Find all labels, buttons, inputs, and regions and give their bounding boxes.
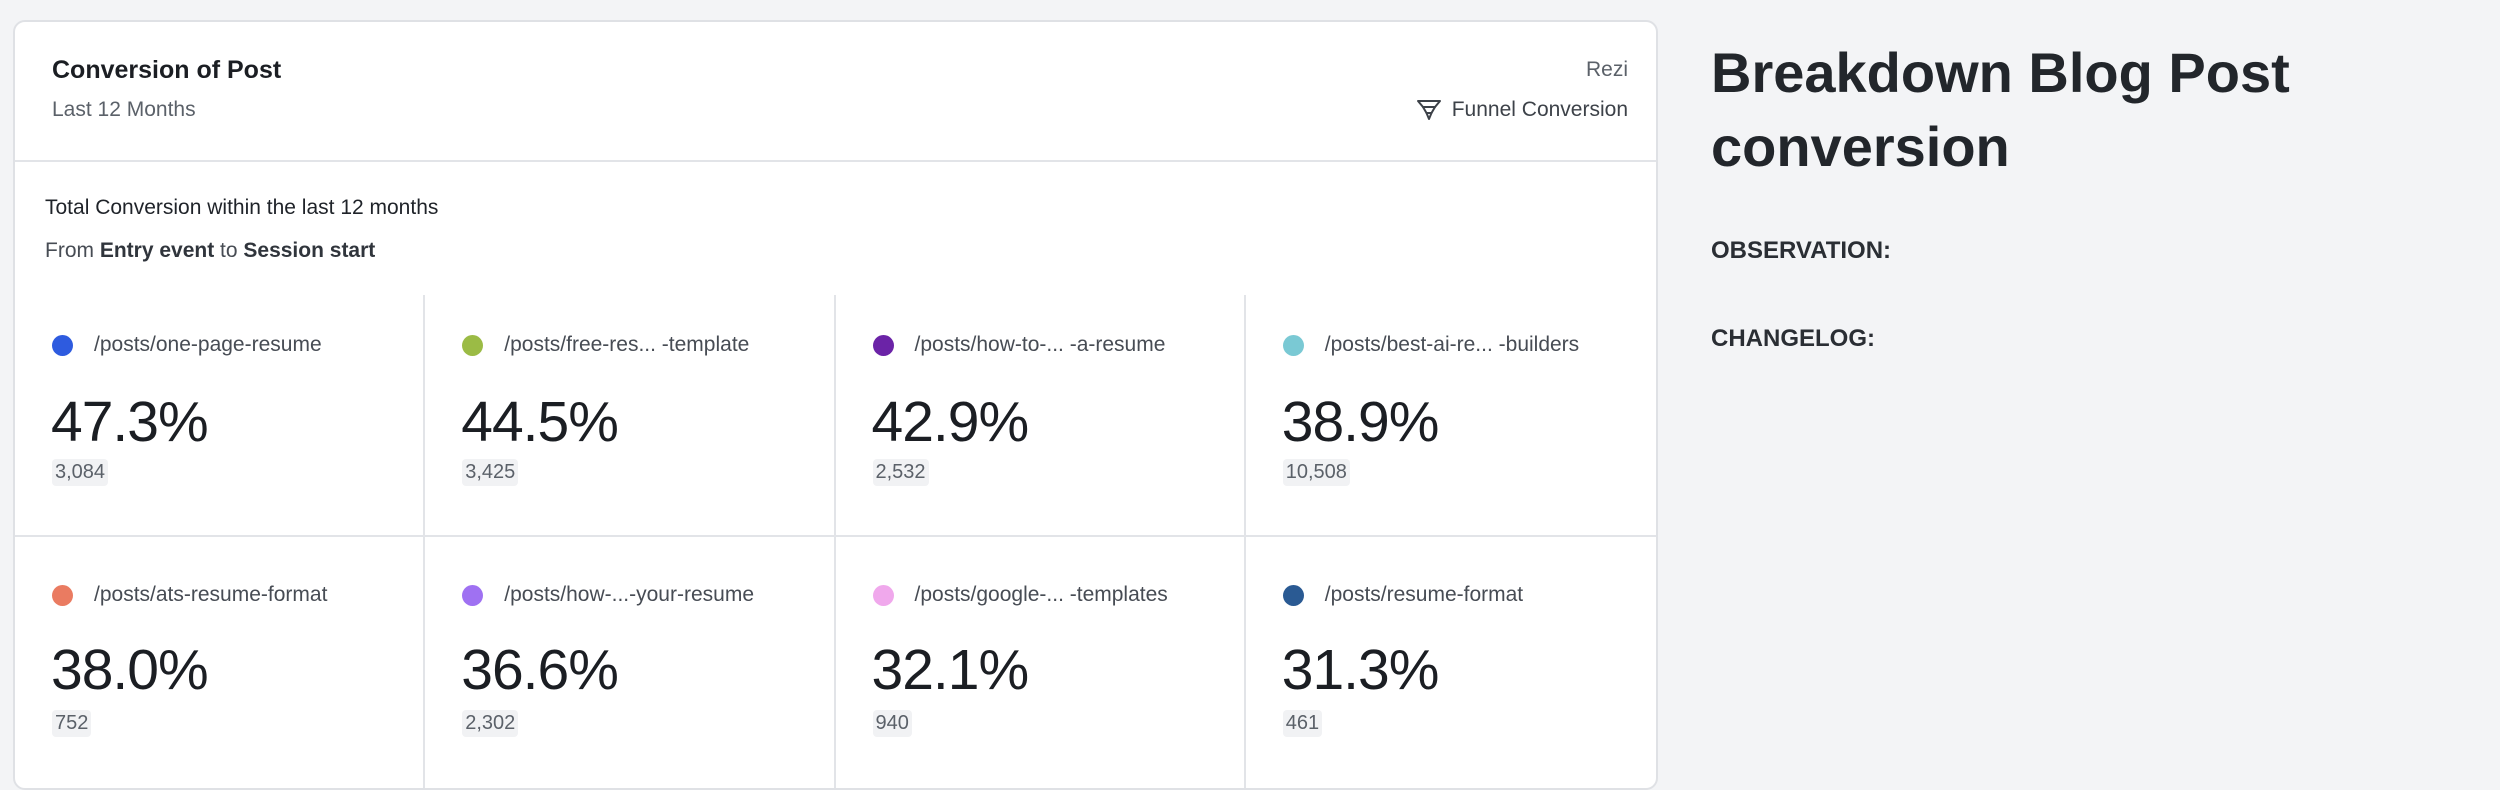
funnel-icon	[1416, 100, 1441, 120]
card-header: Conversion of Post Last 12 Months Rezi F…	[15, 22, 1656, 162]
metric-path: /posts/resume-format	[1324, 583, 1524, 606]
metric-legend: /posts/how-...-your-resume	[462, 583, 754, 607]
metric-legend: /posts/one-page-resume	[52, 333, 322, 357]
metric-legend: /posts/google-... -templates	[872, 583, 1168, 607]
metric-cell[interactable]: /posts/free-res... -template 44.5% 3,425	[425, 295, 836, 537]
metric-path: /posts/how-to-... -a-resume	[914, 333, 1166, 356]
series-dot-icon	[1282, 584, 1304, 606]
metric-count: 2,532	[872, 459, 929, 486]
metric-count: 461	[1282, 710, 1323, 737]
date-range: Last 12 Months	[52, 98, 196, 121]
metric-percent: 42.9%	[871, 390, 1030, 454]
metric-legend: /posts/best-ai-re... -builders	[1282, 333, 1580, 357]
metric-path: /posts/best-ai-re... -builders	[1324, 333, 1580, 356]
metric-cell[interactable]: /posts/google-... -templates 32.1% 940	[836, 537, 1246, 788]
funnel-type-text: Funnel Conversion	[1451, 98, 1628, 121]
series-dot-icon	[462, 584, 484, 606]
metric-legend: /posts/free-res... -template	[462, 333, 749, 357]
summary-from-text: From	[45, 239, 100, 262]
metric-path: /posts/ats-resume-format	[94, 583, 328, 606]
series-dot-icon	[872, 334, 894, 356]
metric-percent: 44.5%	[461, 390, 619, 454]
metric-path: /posts/google-... -templates	[914, 583, 1168, 606]
series-dot-icon	[872, 584, 894, 606]
metric-path: /posts/one-page-resume	[94, 333, 322, 356]
metric-count: 3,084	[52, 459, 109, 486]
conversion-card: Conversion of Post Last 12 Months Rezi F…	[13, 20, 1658, 790]
metric-percent: 36.6%	[461, 638, 619, 702]
metric-percent: 38.9%	[1281, 390, 1440, 454]
metric-path: /posts/free-res... -template	[504, 333, 750, 356]
notes-title: Breakdown Blog Post conversion	[1711, 41, 2290, 178]
summary-events: From Entry event to Session start	[45, 239, 375, 263]
metric-legend: /posts/resume-format	[1282, 583, 1524, 607]
metric-count: 752	[52, 710, 92, 737]
metric-percent: 38.0%	[51, 638, 209, 702]
series-dot-icon	[1282, 334, 1304, 356]
card-title[interactable]: Conversion of Post	[52, 56, 282, 84]
metrics-grid: /posts/one-page-resume 47.3% 3,084 /post…	[15, 295, 1656, 788]
metric-percent: 47.3%	[51, 390, 209, 454]
observation-label: OBSERVATION:	[1711, 237, 1892, 264]
metric-count: 3,425	[462, 459, 519, 486]
metric-cell[interactable]: /posts/ats-resume-format 38.0% 752	[15, 537, 426, 788]
funnel-type-label: Funnel Conversion	[1416, 98, 1628, 122]
metric-count: 2,302	[462, 710, 519, 737]
metric-cell[interactable]: /posts/how-...-your-resume 36.6% 2,302	[425, 537, 836, 788]
metric-cell[interactable]: /posts/resume-format 31.3% 461	[1246, 537, 1656, 788]
project-name: Rezi	[1585, 58, 1628, 81]
metric-percent: 31.3%	[1281, 638, 1440, 702]
entry-event-label: Entry event	[99, 239, 215, 262]
metric-legend: /posts/ats-resume-format	[52, 583, 327, 607]
summary-to-text: to	[214, 239, 244, 262]
summary-title: Total Conversion within the last 12 mont…	[45, 196, 439, 219]
series-dot-icon	[52, 584, 73, 606]
metric-cell[interactable]: /posts/best-ai-re... -builders 38.9% 10,…	[1245, 295, 1656, 537]
changelog-label: CHANGELOG:	[1711, 325, 1875, 352]
metric-legend: /posts/how-to-... -a-resume	[872, 333, 1166, 357]
metric-count: 10,508	[1282, 459, 1350, 486]
metric-path: /posts/how-...-your-resume	[504, 583, 754, 606]
metric-count: 940	[872, 710, 912, 737]
series-dot-icon	[462, 334, 484, 356]
session-start-label: Session start	[243, 239, 376, 262]
metric-cell[interactable]: /posts/one-page-resume 47.3% 3,084	[15, 295, 426, 537]
series-dot-icon	[52, 334, 73, 356]
metric-percent: 32.1%	[871, 638, 1030, 702]
metric-cell[interactable]: /posts/how-to-... -a-resume 42.9% 2,532	[835, 295, 1246, 537]
